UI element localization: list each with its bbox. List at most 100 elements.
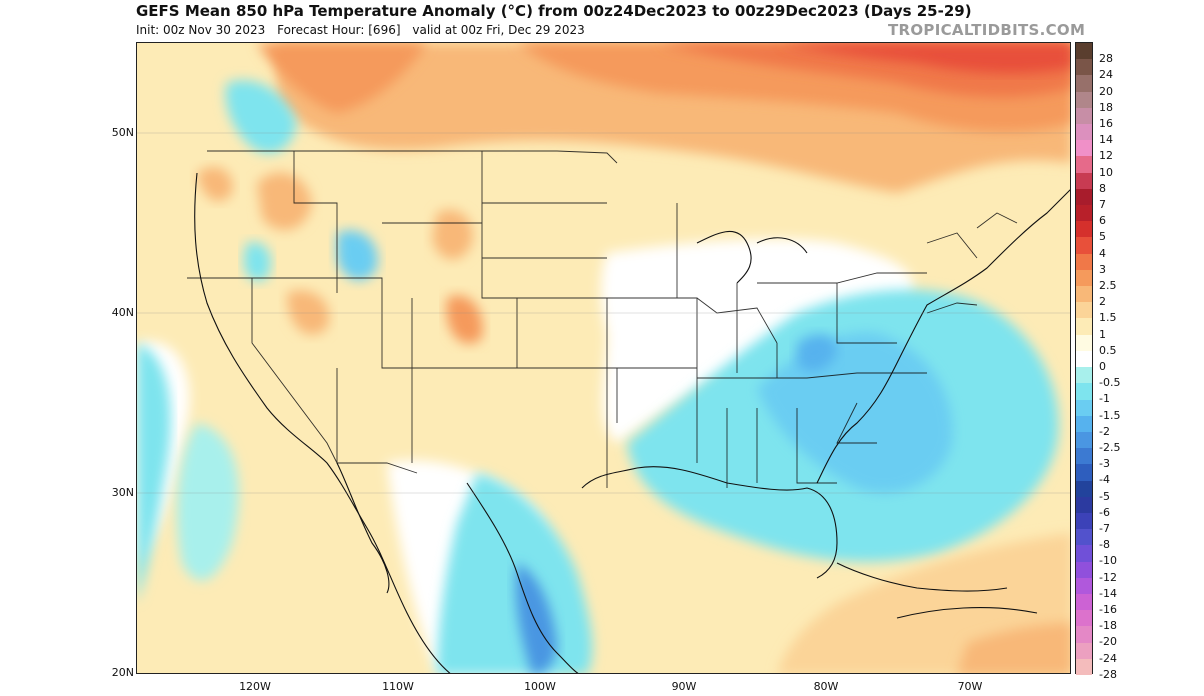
colorbar-swatch xyxy=(1076,302,1092,319)
colorbar-label: 12 xyxy=(1099,149,1113,163)
lat-label-40n: 40N xyxy=(111,306,134,319)
colorbar-swatch xyxy=(1076,399,1092,417)
colorbar-swatch xyxy=(1076,367,1092,384)
brand-watermark: TROPICALTIDBITS.COM xyxy=(888,21,1086,39)
colorbar-label: -6 xyxy=(1099,505,1110,519)
colorbar-swatch xyxy=(1076,286,1092,303)
colorbar-swatch xyxy=(1076,480,1092,498)
anomaly-map xyxy=(136,42,1071,674)
colorbar-swatch xyxy=(1076,464,1092,482)
colorbar-label: -5 xyxy=(1099,489,1110,503)
colorbar-swatch xyxy=(1076,545,1092,563)
lat-label-50n: 50N xyxy=(111,126,134,139)
forecast-hour: Forecast Hour: [696] xyxy=(277,23,401,37)
colorbar-label: -2 xyxy=(1099,424,1110,438)
state-borders xyxy=(187,150,1018,488)
colorbar-swatch xyxy=(1076,529,1092,546)
lat-label-30n: 30N xyxy=(111,486,134,499)
anomaly-shading xyxy=(137,43,1070,673)
colorbar-label: 8 xyxy=(1099,181,1106,195)
colorbar-label: 7 xyxy=(1099,197,1106,211)
lat-lon-grid xyxy=(137,132,1070,494)
colorbar-label: -28 xyxy=(1099,667,1117,681)
colorbar-swatch xyxy=(1076,156,1092,174)
colorbar-label: -14 xyxy=(1099,586,1117,600)
colorbar-swatch xyxy=(1076,269,1092,287)
colorbar-label: 1 xyxy=(1099,327,1106,341)
init-time: Init: 00z Nov 30 2023 xyxy=(136,23,266,37)
lat-label-20n: 20N xyxy=(111,666,134,679)
colorbar-swatch xyxy=(1076,334,1092,352)
colorbar-swatch xyxy=(1076,610,1092,627)
lon-label-90w: 90W xyxy=(671,680,697,693)
colorbar-label: 2 xyxy=(1099,295,1106,309)
colorbar-swatch xyxy=(1076,415,1092,433)
colorbar-label: 0 xyxy=(1099,360,1106,373)
colorbar-swatch xyxy=(1076,237,1092,255)
colorbar-swatch xyxy=(1076,205,1092,222)
colorbar-swatch xyxy=(1076,91,1092,109)
colorbar-label: -20 xyxy=(1099,635,1117,649)
colorbar-label: 2.5 xyxy=(1099,278,1117,292)
colorbar-swatch xyxy=(1076,124,1092,141)
colorbar-swatch xyxy=(1076,561,1092,579)
colorbar-label: 20 xyxy=(1099,84,1113,98)
colorbar-label: -7 xyxy=(1099,522,1110,536)
colorbar-label: -1.5 xyxy=(1099,408,1121,422)
colorbar-swatch xyxy=(1076,496,1092,514)
colorbar-swatch xyxy=(1076,221,1092,238)
colorbar-label: -8 xyxy=(1099,538,1110,552)
colorbar-label: 6 xyxy=(1099,214,1106,228)
lon-label-120w: 120W xyxy=(239,680,271,693)
colorbar-label: 18 xyxy=(1099,100,1113,114)
lon-label-80w: 80W xyxy=(813,680,839,693)
colorbar-swatch xyxy=(1076,140,1092,157)
colorbar-label: 0.5 xyxy=(1099,343,1117,357)
colorbar-label: 5 xyxy=(1099,230,1106,244)
colorbar-label: 16 xyxy=(1099,116,1113,130)
colorbar-swatch xyxy=(1076,350,1092,368)
map-subtitle: Init: 00z Nov 30 2023 Forecast Hour: [69… xyxy=(136,23,593,37)
temperature-colorbar xyxy=(1075,42,1093,676)
colorbar-swatch xyxy=(1076,431,1092,449)
colorbar-label: -10 xyxy=(1099,554,1117,568)
colorbar-label: -1 xyxy=(1099,392,1110,406)
coastlines xyxy=(194,172,1070,673)
colorbar-label: -16 xyxy=(1099,603,1117,617)
colorbar-swatch xyxy=(1076,172,1092,190)
colorbar-label: 3 xyxy=(1099,262,1106,276)
colorbar-swatch xyxy=(1076,75,1092,93)
colorbar-label: 4 xyxy=(1099,246,1106,260)
colorbar-swatch xyxy=(1076,43,1092,60)
valid-time: valid at 00z Fri, Dec 29 2023 xyxy=(412,23,585,37)
colorbar-swatch xyxy=(1076,593,1092,611)
colorbar-label: -12 xyxy=(1099,570,1117,584)
colorbar-label: 28 xyxy=(1099,52,1113,66)
colorbar-label: -3 xyxy=(1099,457,1110,471)
colorbar-swatch xyxy=(1076,59,1092,76)
colorbar-swatch xyxy=(1076,577,1092,595)
lon-label-110w: 110W xyxy=(382,680,414,693)
colorbar-swatch xyxy=(1076,188,1092,206)
colorbar-swatch xyxy=(1076,107,1092,125)
colorbar-label: -18 xyxy=(1099,619,1117,633)
colorbar-swatch xyxy=(1076,626,1092,644)
colorbar-swatch xyxy=(1076,658,1092,676)
colorbar-label: -24 xyxy=(1099,651,1117,665)
lon-label-100w: 100W xyxy=(524,680,556,693)
colorbar-swatch xyxy=(1076,253,1092,271)
colorbar-label: 24 xyxy=(1099,68,1113,82)
colorbar-label: 10 xyxy=(1099,165,1113,179)
colorbar-label: -2.5 xyxy=(1099,441,1121,455)
lon-label-70w: 70W xyxy=(957,680,983,693)
colorbar-swatch xyxy=(1076,448,1092,465)
colorbar-label: -0.5 xyxy=(1099,376,1121,390)
colorbar-swatch xyxy=(1076,383,1092,400)
colorbar-swatch xyxy=(1076,642,1092,660)
colorbar-swatch xyxy=(1076,512,1092,530)
colorbar-label: 14 xyxy=(1099,133,1113,147)
colorbar-swatch xyxy=(1076,318,1092,336)
colorbar-label: 1.5 xyxy=(1099,311,1117,325)
colorbar-label: -4 xyxy=(1099,473,1110,487)
map-title: GEFS Mean 850 hPa Temperature Anomaly (°… xyxy=(136,2,972,20)
